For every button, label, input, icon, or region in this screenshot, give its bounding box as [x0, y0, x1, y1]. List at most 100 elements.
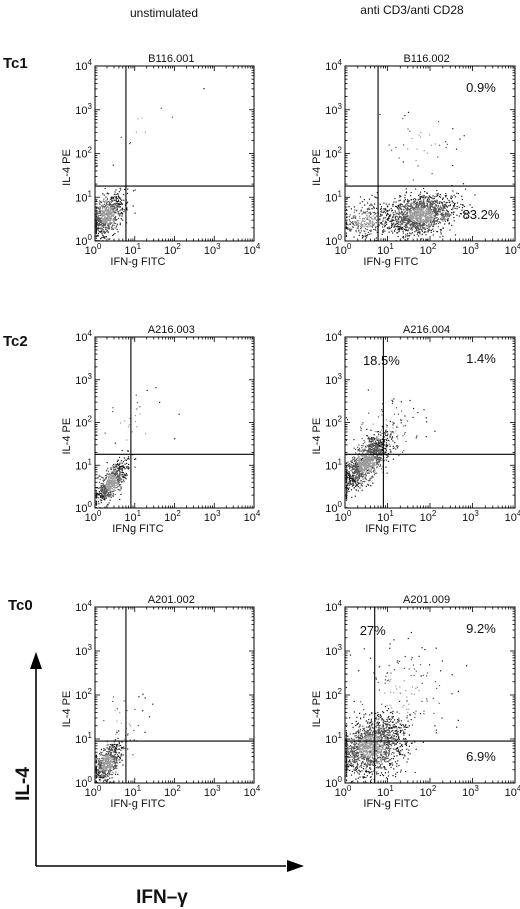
event-point	[423, 220, 426, 222]
event-point	[104, 485, 106, 487]
event-point	[376, 464, 378, 466]
event-point	[357, 463, 359, 465]
event-point	[426, 152, 428, 154]
event-point	[443, 205, 445, 207]
event-point	[407, 208, 409, 210]
event-point	[385, 221, 388, 223]
event-point	[96, 228, 98, 230]
event-point	[347, 227, 349, 229]
event-point	[388, 203, 390, 205]
event-point	[364, 476, 366, 478]
event-point	[348, 477, 350, 479]
event-point	[127, 468, 129, 470]
event-point	[118, 202, 120, 204]
event-point	[367, 460, 370, 462]
event-point	[371, 194, 373, 196]
event-point	[345, 227, 348, 229]
event-point	[113, 463, 115, 465]
event-point	[401, 218, 403, 220]
event-point	[436, 199, 438, 201]
event-point	[345, 466, 348, 468]
event-point	[419, 197, 421, 199]
event-point	[383, 436, 385, 438]
event-point	[356, 476, 358, 478]
event-point	[369, 225, 371, 227]
event-point	[104, 499, 106, 501]
event-point	[136, 402, 138, 404]
event-point	[409, 235, 411, 237]
event-point	[113, 233, 115, 236]
event-point	[437, 218, 440, 220]
event-point	[453, 203, 455, 205]
event-point	[104, 479, 106, 481]
event-point	[117, 469, 120, 471]
event-point	[391, 221, 393, 223]
event-point	[95, 504, 97, 506]
event-point	[386, 218, 388, 221]
event-point	[373, 208, 375, 210]
event-point	[120, 483, 122, 486]
event-point	[354, 468, 356, 470]
event-point	[380, 431, 382, 434]
event-point	[375, 443, 377, 445]
event-point	[103, 213, 105, 215]
event-point	[425, 216, 428, 218]
event-point	[454, 196, 457, 198]
event-point	[431, 217, 434, 219]
event-point	[107, 494, 109, 496]
event-point	[369, 470, 371, 472]
event-point	[410, 207, 412, 209]
event-point	[436, 200, 438, 202]
event-point	[108, 193, 110, 195]
event-point	[435, 220, 437, 222]
event-point	[105, 227, 107, 229]
event-point	[375, 196, 377, 199]
event-point	[112, 493, 114, 495]
event-point	[391, 224, 393, 226]
event-point	[374, 469, 376, 471]
event-point	[100, 489, 102, 491]
event-point	[423, 223, 425, 225]
event-point	[387, 218, 389, 220]
event-point	[345, 465, 348, 467]
event-point	[346, 476, 348, 478]
event-point	[116, 484, 118, 486]
event-point	[368, 463, 370, 465]
event-point	[366, 461, 368, 463]
event-point	[403, 425, 405, 427]
event-point	[101, 477, 104, 479]
event-point	[448, 205, 450, 207]
event-point	[399, 203, 401, 205]
event-point	[381, 233, 383, 235]
event-point	[382, 231, 384, 233]
event-point	[110, 219, 112, 221]
event-point	[359, 216, 361, 218]
event-point	[102, 235, 104, 237]
event-point	[371, 477, 373, 479]
event-point	[407, 199, 409, 201]
event-point	[114, 232, 116, 235]
event-point	[104, 232, 106, 234]
event-point	[347, 484, 349, 486]
event-point	[427, 210, 429, 212]
event-point	[430, 144, 432, 146]
event-point	[376, 215, 378, 217]
event-point	[353, 439, 355, 441]
event-point	[374, 430, 376, 433]
event-point	[97, 235, 99, 237]
event-point	[406, 224, 408, 226]
event-point	[403, 220, 405, 222]
event-point	[115, 189, 117, 191]
event-point	[372, 461, 374, 463]
event-point	[111, 212, 113, 214]
event-point	[434, 143, 436, 145]
event-point	[432, 195, 434, 197]
event-point	[407, 200, 409, 202]
event-point	[378, 448, 380, 450]
event-point	[100, 228, 102, 230]
event-point	[351, 479, 353, 481]
event-point	[108, 203, 110, 205]
event-point	[108, 487, 110, 489]
event-point	[370, 462, 372, 464]
event-point	[366, 452, 368, 454]
